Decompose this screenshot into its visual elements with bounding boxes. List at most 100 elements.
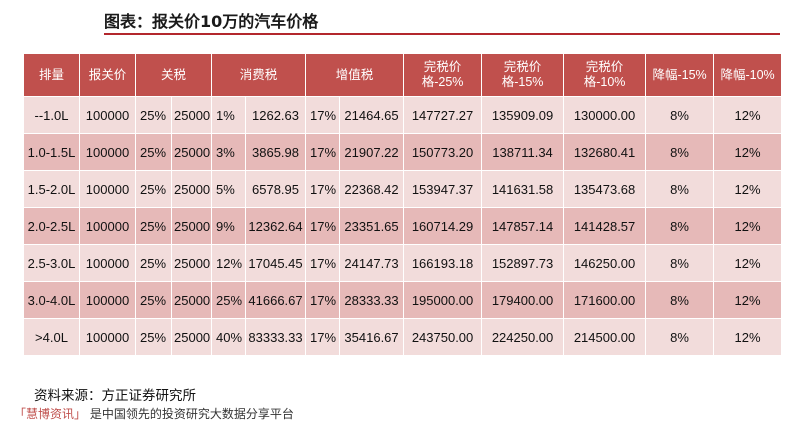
cell-drop15: 8% xyxy=(645,244,715,282)
source-note: 资料来源：方正证券研究所 xyxy=(34,388,196,404)
cell-vat-rate: 17% xyxy=(305,207,341,245)
table-header-row: 排量 报关价 关税 消费税 增值税 完税价格-25% 完税价格-15% 完税价格… xyxy=(23,53,783,97)
cell-consumption: 12362.64 xyxy=(245,207,307,245)
cell-price10: 135473.68 xyxy=(563,170,647,208)
cell-tariff: 25000 xyxy=(170,244,213,282)
cell-price10: 171600.00 xyxy=(563,281,647,319)
cell-price25: 166193.18 xyxy=(403,244,483,282)
cell-vat: 23351.65 xyxy=(339,207,405,245)
cell-price15: 147857.14 xyxy=(481,207,565,245)
cell-tariff: 25000 xyxy=(170,281,213,319)
header-drop-15: 降幅-15% xyxy=(645,53,715,97)
cell-tariff-rate: 25% xyxy=(135,281,172,319)
cell-displacement: 2.5-3.0L xyxy=(23,244,80,282)
cell-declared: 100000 xyxy=(79,244,136,282)
header-price-25: 完税价格-25% xyxy=(403,53,483,97)
cell-price15: 224250.00 xyxy=(481,318,565,356)
header-vat: 增值税 xyxy=(305,53,405,97)
cell-vat: 35416.67 xyxy=(339,318,405,356)
footer-text: 是中国领先的投资研究大数据分享平台 xyxy=(89,407,294,421)
cell-tariff-rate: 25% xyxy=(135,170,172,208)
header-price-10: 完税价格-10% xyxy=(563,53,647,97)
cell-displacement: 2.0-2.5L xyxy=(23,207,80,245)
cell-displacement: 1.5-2.0L xyxy=(23,170,80,208)
cell-vat-rate: 17% xyxy=(305,244,341,282)
cell-consumption-rate: 3% xyxy=(211,133,247,171)
cell-drop10: 12% xyxy=(713,133,783,171)
cell-consumption: 83333.33 xyxy=(245,318,307,356)
cell-price25: 153947.37 xyxy=(403,170,483,208)
cell-drop15: 8% xyxy=(645,281,715,319)
header-tariff: 关税 xyxy=(134,53,213,97)
cell-vat-rate: 17% xyxy=(305,170,341,208)
cell-declared: 100000 xyxy=(79,96,136,134)
cell-vat: 24147.73 xyxy=(339,244,405,282)
table-row: 1.5-2.0L 100000 25% 25000 5% 6578.95 17% 22368.… xyxy=(23,170,783,208)
table-row: 1.0-1.5L 100000 25% 25000 3% 3865.98 17% 21907.… xyxy=(23,133,783,171)
footer-brand: 「慧博资讯」 xyxy=(14,407,87,421)
title-divider xyxy=(104,33,780,35)
cell-tariff: 25000 xyxy=(170,170,213,208)
title-bar: 图表：报关价10万的汽车价格 xyxy=(0,0,810,38)
cell-declared: 100000 xyxy=(79,207,136,245)
cell-consumption-rate: 1% xyxy=(211,96,247,134)
page-title: 图表：报关价10万的汽车价格 xyxy=(104,12,319,31)
cell-drop15: 8% xyxy=(645,170,715,208)
cell-price25: 195000.00 xyxy=(403,281,483,319)
cell-vat-rate: 17% xyxy=(305,133,341,171)
cell-price15: 135909.09 xyxy=(481,96,565,134)
cell-price25: 243750.00 xyxy=(403,318,483,356)
table-row: 3.0-4.0L 100000 25% 25000 25% 41666.67 17% 2833… xyxy=(23,281,783,319)
cell-tariff-rate: 25% xyxy=(135,96,172,134)
cell-declared: 100000 xyxy=(79,170,136,208)
cell-displacement: 1.0-1.5L xyxy=(23,133,80,171)
cell-tariff: 25000 xyxy=(170,207,213,245)
cell-drop15: 8% xyxy=(645,133,715,171)
cell-consumption: 41666.67 xyxy=(245,281,307,319)
header-displacement: 排量 xyxy=(23,53,80,97)
table-body: --1.0L 100000 25% 25000 1% 1262.63 17% 21464.65… xyxy=(23,96,783,356)
header-consumption-tax: 消费税 xyxy=(211,53,307,97)
cell-vat-rate: 17% xyxy=(305,281,341,319)
cell-price15: 152897.73 xyxy=(481,244,565,282)
cell-tariff-rate: 25% xyxy=(135,207,172,245)
cell-drop15: 8% xyxy=(645,207,715,245)
cell-drop10: 12% xyxy=(713,244,783,282)
cell-consumption: 1262.63 xyxy=(245,96,307,134)
cell-declared: 100000 xyxy=(79,133,136,171)
cell-declared: 100000 xyxy=(79,318,136,356)
cell-tariff: 25000 xyxy=(170,318,213,356)
cell-price10: 130000.00 xyxy=(563,96,647,134)
cell-tariff-rate: 25% xyxy=(135,318,172,356)
cell-tariff: 25000 xyxy=(170,96,213,134)
cell-vat: 28333.33 xyxy=(339,281,405,319)
cell-price25: 160714.29 xyxy=(403,207,483,245)
cell-consumption-rate: 25% xyxy=(211,281,247,319)
cell-consumption-rate: 9% xyxy=(211,207,247,245)
cell-price25: 147727.27 xyxy=(403,96,483,134)
cell-drop15: 8% xyxy=(645,96,715,134)
cell-vat: 21907.22 xyxy=(339,133,405,171)
price-table: 排量 报关价 关税 消费税 增值税 完税价格-25% 完税价格-15% 完税价格… xyxy=(23,53,783,356)
header-price-15: 完税价格-15% xyxy=(481,53,565,97)
cell-consumption-rate: 12% xyxy=(211,244,247,282)
cell-price15: 138711.34 xyxy=(481,133,565,171)
cell-price15: 141631.58 xyxy=(481,170,565,208)
table-row: 2.5-3.0L 100000 25% 25000 12% 17045.45 17% 2414… xyxy=(23,244,783,282)
cell-declared: 100000 xyxy=(79,281,136,319)
cell-displacement: 3.0-4.0L xyxy=(23,281,80,319)
title-accent xyxy=(0,10,104,28)
cell-consumption: 6578.95 xyxy=(245,170,307,208)
cell-drop10: 12% xyxy=(713,96,783,134)
cell-tariff: 25000 xyxy=(170,133,213,171)
table-row: 2.0-2.5L 100000 25% 25000 9% 12362.64 17% 23351… xyxy=(23,207,783,245)
cell-vat: 21464.65 xyxy=(339,96,405,134)
cell-consumption-rate: 40% xyxy=(211,318,247,356)
cell-drop15: 8% xyxy=(645,318,715,356)
cell-consumption: 3865.98 xyxy=(245,133,307,171)
cell-tariff-rate: 25% xyxy=(135,244,172,282)
cell-drop10: 12% xyxy=(713,207,783,245)
cell-vat-rate: 17% xyxy=(305,96,341,134)
cell-drop10: 12% xyxy=(713,170,783,208)
footer-note: 「慧博资讯」 是中国领先的投资研究大数据分享平台 xyxy=(14,405,294,422)
